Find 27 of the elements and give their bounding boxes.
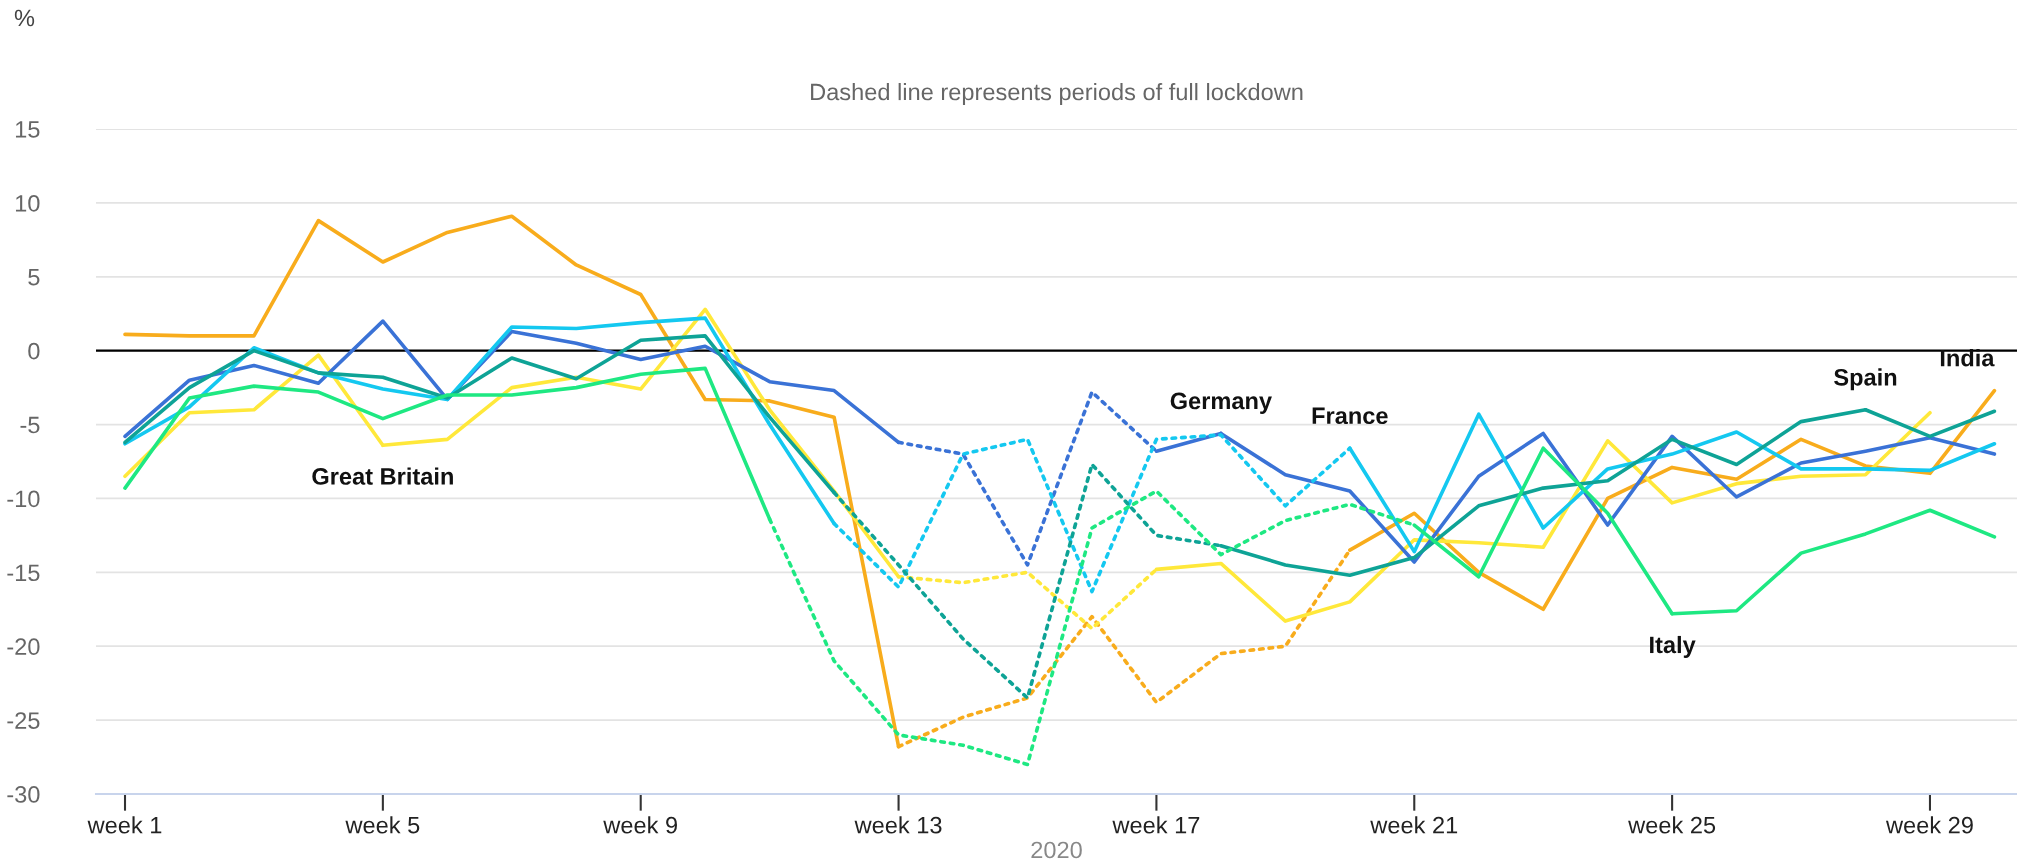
series-label: Italy	[1650, 635, 1696, 658]
chart-subtitle: Dashed line represents periods of full lockdown	[811, 83, 1303, 105]
y-axis-title: %	[14, 9, 35, 27]
x-tick-label: week 17	[1112, 816, 1200, 834]
series-label: India	[1940, 349, 1995, 367]
y-tick-label: 5	[28, 269, 40, 286]
y-tick-label: -30	[7, 786, 40, 803]
x-tick-label: week 25	[1628, 816, 1716, 834]
x-axis-title: 2020	[1031, 841, 1082, 859]
x-tick-label: week 1	[87, 816, 162, 834]
series-label: France	[1312, 407, 1388, 425]
y-tick-label: 15	[15, 121, 40, 138]
y-tick-label: 10	[15, 194, 40, 212]
x-tick-label: week 29	[1885, 816, 1973, 834]
series-label: Spain	[1834, 368, 1897, 391]
y-tick-label: -10	[7, 490, 40, 508]
series-label: Great Britain	[312, 467, 453, 485]
x-tick-label: week 13	[854, 816, 942, 834]
x-tick-label: week 5	[345, 816, 420, 834]
y-tick-label: 0	[28, 342, 40, 360]
y-tick-label: -20	[7, 638, 40, 656]
y-tick-label: -15	[7, 564, 40, 582]
x-tick-label: week 21	[1370, 816, 1458, 834]
y-tick-label: -25	[7, 712, 40, 729]
x-tick-label: week 9	[603, 816, 677, 834]
y-tick-label: -5	[20, 416, 40, 434]
series-label: Germany	[1170, 392, 1272, 414]
